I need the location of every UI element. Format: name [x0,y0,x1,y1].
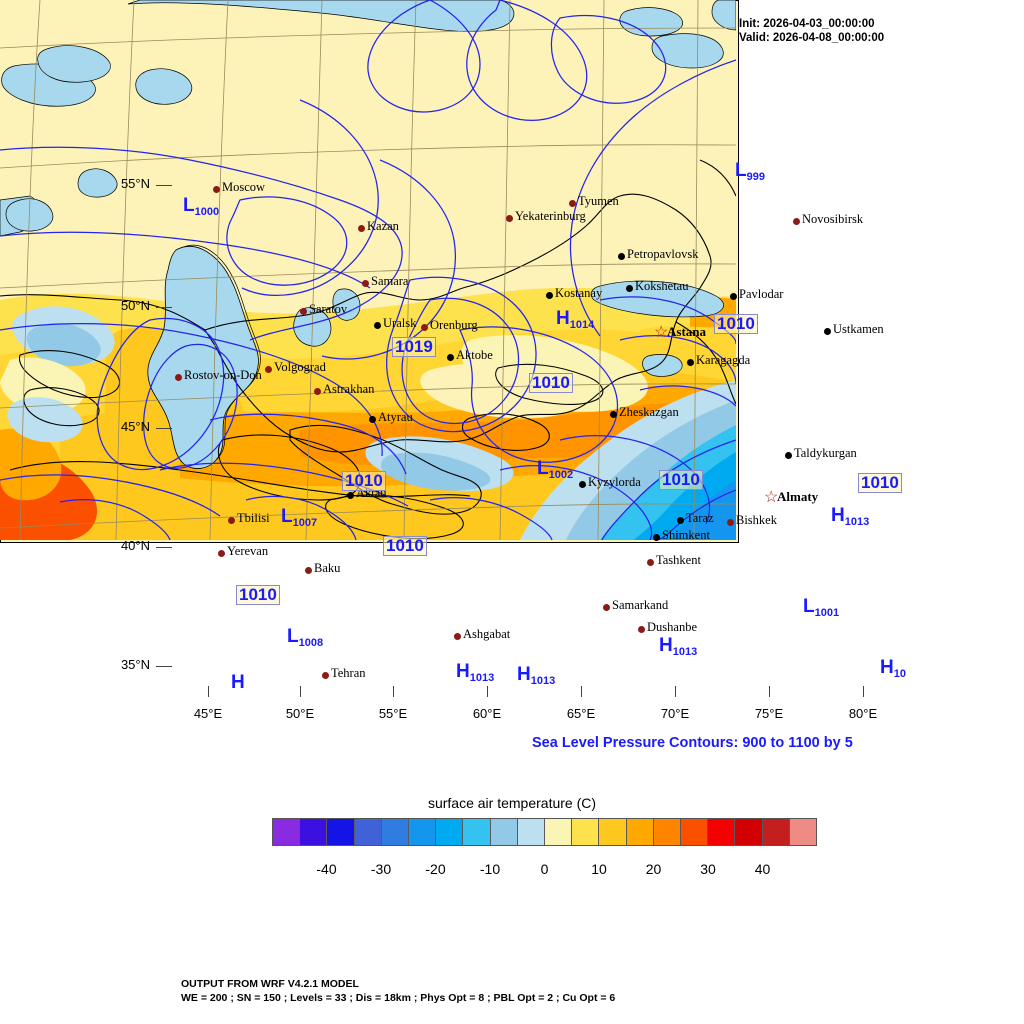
colorbar-swatch [708,819,736,845]
city-label: Pavlodar [739,287,784,301]
longitude-tick-mark [675,686,677,697]
city-label: Tashkent [656,553,701,567]
model-output-line: OUTPUT FROM WRF V4.2.1 MODEL [181,978,359,990]
isobar-value-label: 1010 [858,473,902,493]
city-label: Samarkand [612,598,669,612]
high-pressure-label: H [231,672,245,693]
colorbar-tick-label: -10 [479,861,501,877]
city-marker-dot [217,549,225,557]
city-label: Yerevan [227,544,269,558]
longitude-tick-mark [863,686,865,697]
colorbar-tick-label: 40 [754,861,771,877]
colorbar-swatch [436,819,464,845]
colorbar-swatch [681,819,709,845]
colorbar-swatch [381,819,410,845]
low-pressure-label: L1001 [803,596,840,620]
low-pressure-label: L1008 [287,626,324,650]
city-marker-dot [637,625,645,633]
longitude-tick-mark [487,686,489,697]
longitude-tick-label: 45°E [193,706,223,721]
low-pressure-label: L999 [735,160,765,184]
capital-star-icon: ☆ [764,489,779,506]
colorbar-tick-label: -30 [370,861,392,877]
latitude-tick-label: 35°N [120,657,150,672]
colorbar-swatch [599,819,627,845]
city-marker-dot [602,603,610,611]
city-marker-dot [304,566,312,574]
longitude-tick-label: 70°E [660,706,690,721]
city-marker-dot [646,558,654,566]
contour-note: Sea Level Pressure Contours: 900 to 1100… [532,735,853,751]
colorbar-swatch [762,819,790,845]
longitude-tick-mark [769,686,771,697]
longitude-tick-mark [208,686,210,697]
model-config-line: WE = 200 ; SN = 150 ; Levels = 33 ; Dis … [181,992,616,1004]
latitude-tick-mark [156,666,172,668]
colorbar-swatch [545,819,573,845]
isobar-value-label: 1010 [236,585,280,605]
colorbar-swatch [626,819,654,845]
longitude-tick-mark [393,686,395,697]
city-marker-dot [453,632,461,640]
colorbar-tick-label: -40 [316,861,337,877]
colorbar-tick-label: 0 [540,861,549,877]
latitude-tick-label: 55°N [120,176,150,191]
colorbar-swatch [354,819,382,845]
longitude-tick-label: 50°E [285,706,315,721]
map-canvas [0,0,736,540]
colorbar-swatch [409,819,437,845]
latitude-tick-mark [156,428,172,430]
city-label: Ustkamen [833,322,884,336]
colorbar-swatch [572,819,600,845]
latitude-tick-label: 50°N [120,298,150,313]
city-label: Tehran [331,666,366,680]
colorbar-swatch [517,819,546,845]
colorbar-swatch [463,819,491,845]
valid-timestamp: Valid: 2026-04-08_00:00:00 [739,32,885,44]
high-pressure-label: H1013 [831,505,870,529]
high-pressure-label: H1013 [659,635,698,659]
latitude-tick-mark [156,547,172,549]
colorbar-swatch [789,819,817,845]
longitude-tick-mark [300,686,302,697]
longitude-tick-label: 80°E [848,706,878,721]
high-pressure-label: H1013 [517,664,556,688]
longitude-tick-label: 65°E [566,706,596,721]
init-timestamp: Init: 2026-04-03_00:00:00 [739,18,875,30]
high-pressure-label: H1013 [456,661,495,685]
longitude-tick-label: 75°E [754,706,784,721]
colorbar-swatch [490,819,518,845]
longitude-tick-label: 60°E [472,706,502,721]
colorbar-tick-label: 10 [591,861,607,877]
city-label: Novosibirsk [802,212,864,226]
weather-map[interactable] [0,0,739,543]
high-pressure-label: H10 [880,657,906,681]
city-marker-dot [823,327,831,335]
temperature-colorbar[interactable] [272,818,817,846]
colorbar-swatch [273,819,301,845]
longitude-tick-label: 55°E [378,706,408,721]
city-label: Taldykurgan [794,446,857,460]
city-marker-dot [792,217,800,225]
city-label: Bishkek [736,513,777,527]
colorbar-tick-label: 20 [645,861,662,877]
longitude-tick-mark [581,686,583,697]
colorbar-tick-label: 30 [700,861,716,877]
city-label: Dushanbe [647,620,697,634]
colorbar-title: surface air temperature (C) [427,795,597,811]
colorbar-swatch [735,819,763,845]
city-label: Baku [314,561,341,575]
colorbar-swatch [327,819,355,845]
city-label: Ashgabat [463,627,511,641]
latitude-tick-mark [156,185,172,187]
latitude-tick-mark [156,307,172,309]
latitude-tick-label: 40°N [120,538,150,553]
colorbar-tick-label: -20 [425,861,446,877]
colorbar-swatch [300,819,328,845]
city-marker-dot [784,451,792,459]
city-label: Almaty [777,489,819,504]
latitude-tick-label: 45°N [120,419,150,434]
city-marker-dot [321,671,329,679]
colorbar-swatch [653,819,682,845]
